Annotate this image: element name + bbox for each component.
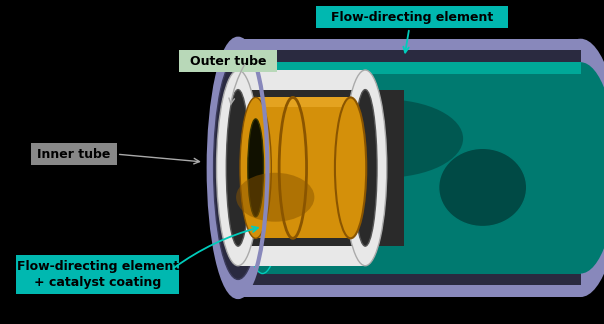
Polygon shape <box>238 39 580 51</box>
Polygon shape <box>255 98 350 238</box>
Ellipse shape <box>344 70 387 266</box>
Ellipse shape <box>544 62 604 273</box>
Ellipse shape <box>209 39 268 297</box>
FancyBboxPatch shape <box>16 255 179 294</box>
Ellipse shape <box>236 173 314 222</box>
Polygon shape <box>263 62 580 74</box>
FancyBboxPatch shape <box>179 51 277 72</box>
Polygon shape <box>238 70 365 266</box>
Polygon shape <box>238 90 405 246</box>
FancyBboxPatch shape <box>316 6 508 28</box>
Text: Inner tube: Inner tube <box>37 148 111 161</box>
Polygon shape <box>263 62 580 273</box>
Ellipse shape <box>335 98 366 238</box>
Ellipse shape <box>439 148 527 226</box>
FancyBboxPatch shape <box>31 144 117 165</box>
Ellipse shape <box>307 99 463 178</box>
Polygon shape <box>238 285 580 297</box>
Ellipse shape <box>214 56 263 279</box>
Text: Flow-directing element: Flow-directing element <box>331 11 493 24</box>
Polygon shape <box>238 285 580 297</box>
Ellipse shape <box>539 39 604 297</box>
Ellipse shape <box>216 70 260 266</box>
Polygon shape <box>238 39 580 51</box>
Ellipse shape <box>248 119 263 217</box>
Ellipse shape <box>353 90 377 246</box>
Polygon shape <box>255 98 350 107</box>
Text: Flow-directing element
+ catalyst coating: Flow-directing element + catalyst coatin… <box>16 260 179 289</box>
Ellipse shape <box>241 62 284 273</box>
Text: Outer tube: Outer tube <box>190 55 266 68</box>
Ellipse shape <box>226 90 250 246</box>
Polygon shape <box>238 51 580 285</box>
Ellipse shape <box>240 98 271 238</box>
